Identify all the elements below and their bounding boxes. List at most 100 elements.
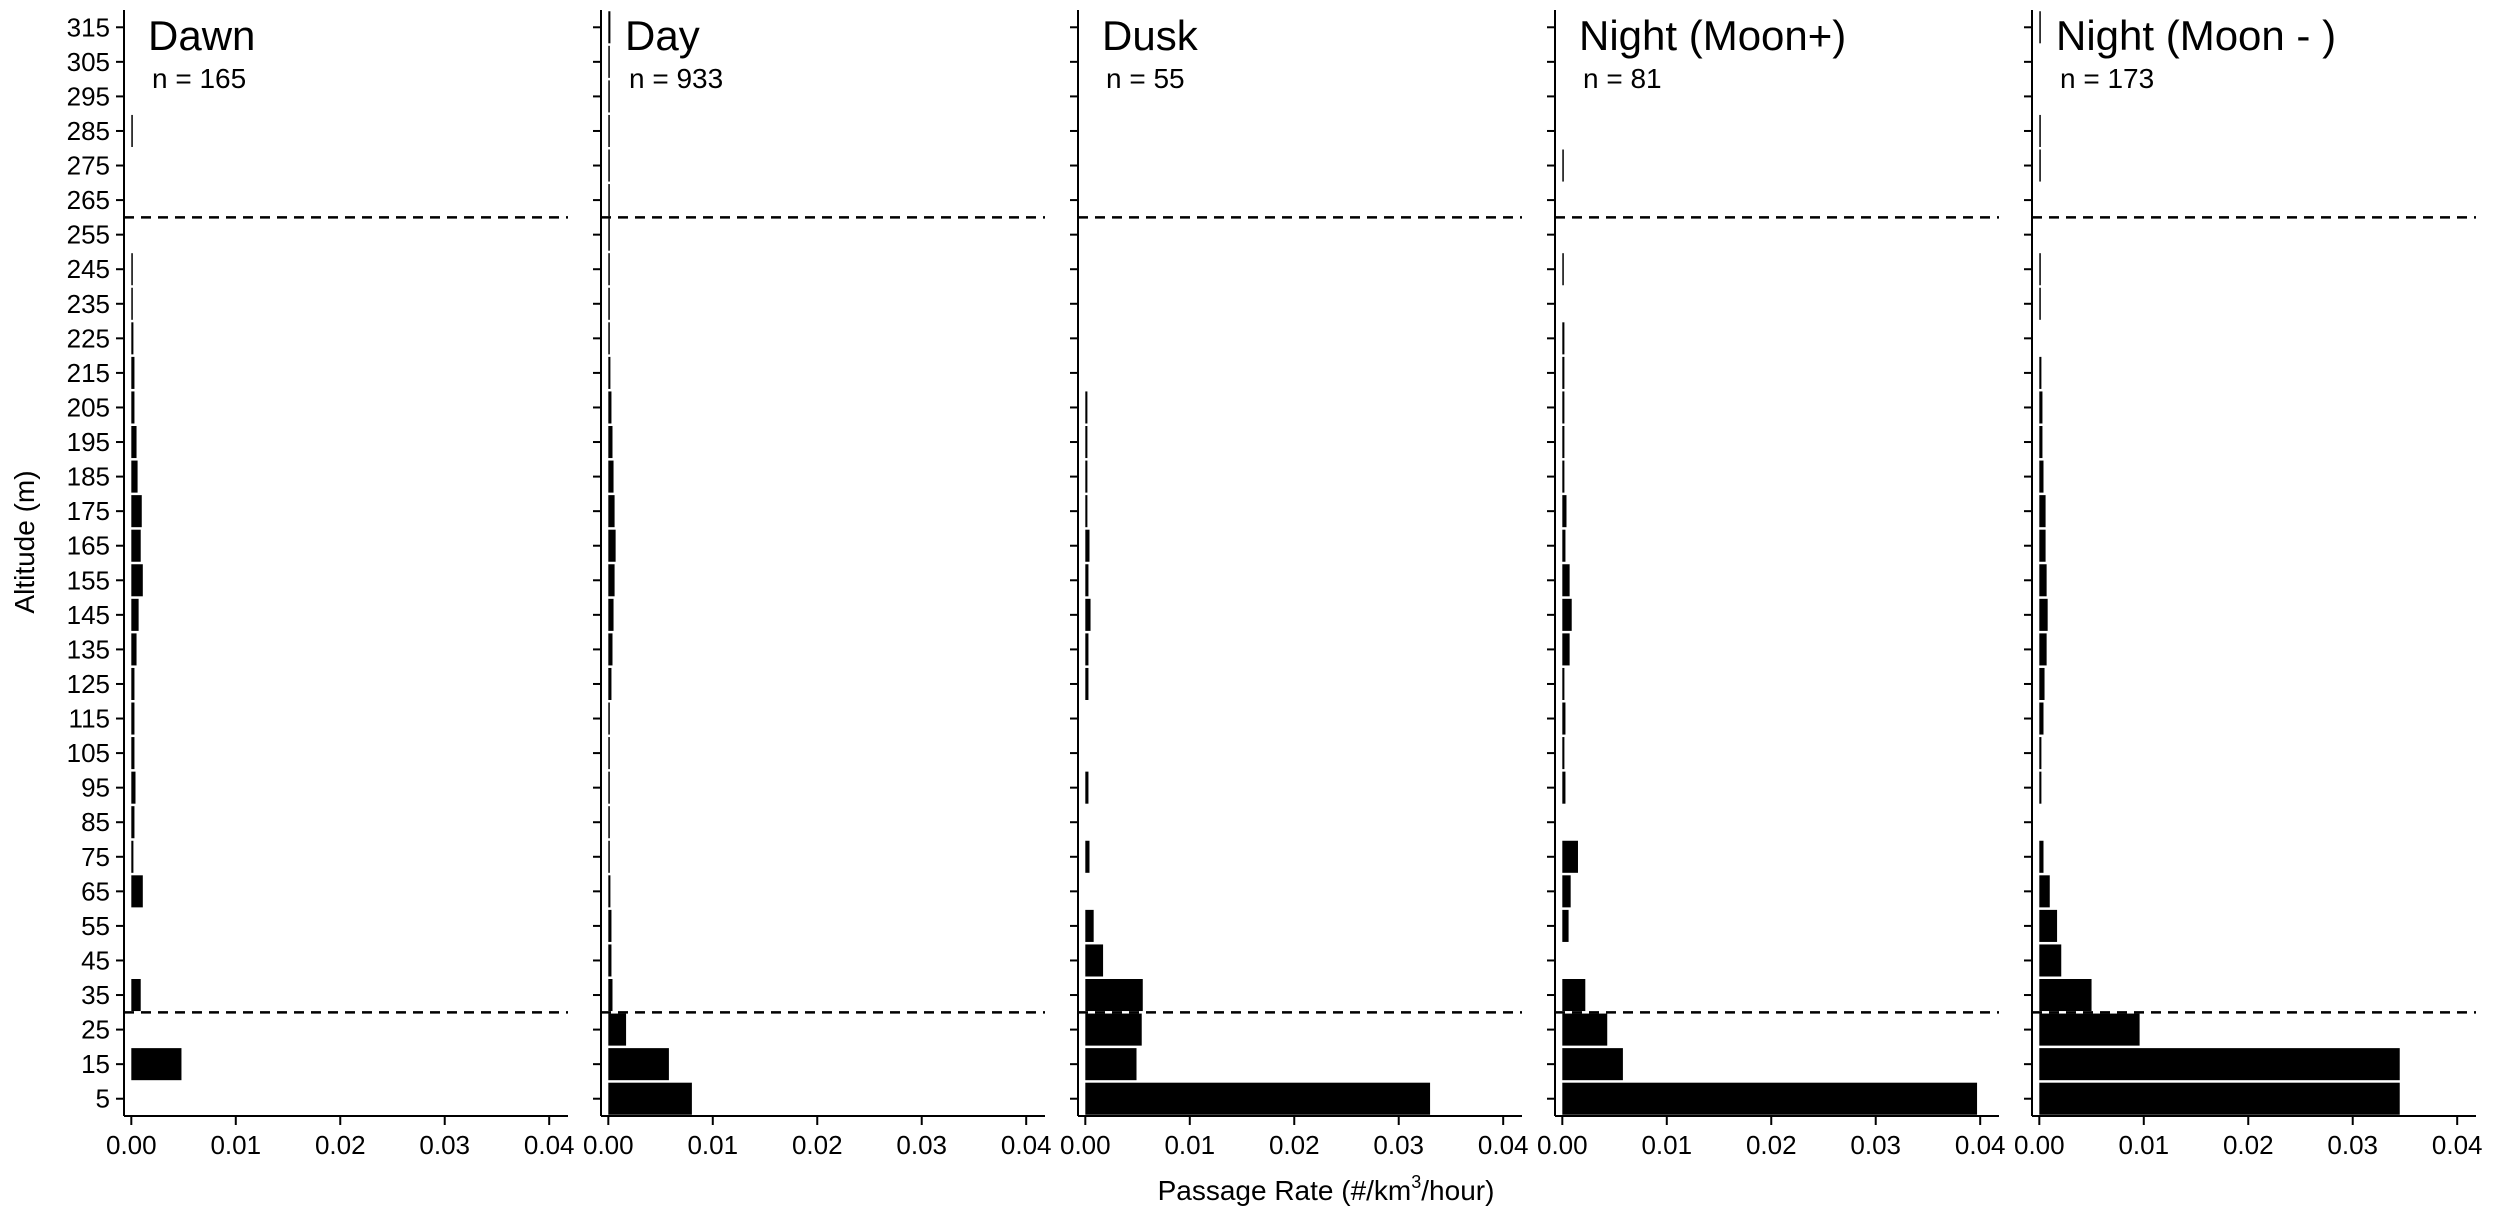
bar	[2039, 944, 2062, 977]
y-tick-label: 45	[81, 945, 110, 975]
bar	[2039, 737, 2042, 770]
y-tick-label: 115	[69, 704, 110, 734]
panel-title: Dusk	[1102, 12, 1199, 59]
y-tick-label: 35	[81, 980, 110, 1010]
bar	[1562, 495, 1567, 528]
x-tick-label: 0.00	[583, 1130, 634, 1160]
bar	[2039, 598, 2048, 631]
bar	[131, 322, 134, 355]
y-tick-label: 255	[67, 220, 110, 250]
bar	[608, 460, 614, 493]
bar	[608, 1048, 669, 1081]
bar	[1085, 598, 1091, 631]
x-tick-label: 0.01	[1641, 1130, 1692, 1160]
y-tick-label: 285	[67, 116, 110, 146]
bar	[2039, 840, 2044, 873]
panel-title: Day	[625, 12, 700, 59]
bar	[608, 149, 610, 182]
y-tick-label: 265	[67, 185, 110, 215]
x-tick-label: 0.04	[524, 1130, 575, 1160]
panel-n-label: n = 81	[1583, 63, 1662, 94]
y-tick-label: 135	[67, 634, 110, 664]
bar	[608, 45, 610, 78]
y-tick-label: 315	[67, 12, 110, 42]
x-tick-label: 0.04	[1955, 1130, 2006, 1160]
bar	[2039, 875, 2050, 908]
x-tick-label: 0.01	[1164, 1130, 1215, 1160]
bar	[608, 218, 610, 251]
bar	[131, 806, 135, 839]
x-tick-label: 0.00	[1537, 1130, 1588, 1160]
x-axis-title: Passage Rate (#/km3/hour)	[1158, 1172, 1495, 1206]
bar	[131, 253, 133, 286]
panel-n-label: n = 165	[152, 63, 246, 94]
bar	[1085, 495, 1088, 528]
bar	[2039, 667, 2045, 700]
bar	[608, 426, 613, 459]
y-tick-label: 215	[67, 358, 110, 388]
x-tick-label: 0.02	[792, 1130, 843, 1160]
y-tick-label: 185	[67, 462, 110, 492]
bar	[2039, 633, 2047, 666]
bar	[1085, 460, 1088, 493]
panel-n-label: n = 55	[1106, 63, 1185, 94]
panel-5: 0.00 0.01 0.02 0.03 0.04 Night (Moon - ) n = 1…	[2014, 10, 2483, 1160]
bar	[2039, 391, 2043, 424]
bar	[608, 1082, 692, 1115]
bar	[1085, 1082, 1431, 1115]
y-tick-label: 225	[67, 323, 110, 353]
bar	[2039, 460, 2044, 493]
bar	[1085, 840, 1090, 873]
bar	[1562, 875, 1571, 908]
bar	[608, 737, 610, 770]
y-tick-label: 55	[81, 911, 110, 941]
y-tick-label: 145	[67, 600, 110, 630]
bar	[1562, 149, 1564, 182]
bar	[2039, 149, 2041, 182]
bar	[2039, 495, 2046, 528]
bar	[608, 11, 611, 44]
panel-title: Night (Moon - )	[2056, 12, 2336, 59]
bar	[2039, 1082, 2400, 1115]
y-tick-label: 275	[67, 151, 110, 181]
bar	[2039, 114, 2041, 147]
x-tick-label: 0.04	[1001, 1130, 1052, 1160]
bar	[131, 598, 139, 631]
y-tick-label: 95	[81, 773, 110, 803]
bar	[1085, 1013, 1142, 1046]
bar	[131, 702, 135, 735]
bar	[608, 356, 611, 389]
bar	[1085, 1048, 1137, 1081]
bar	[2039, 771, 2042, 804]
bar	[1085, 391, 1088, 424]
bar	[131, 564, 143, 597]
bar	[608, 184, 610, 217]
bar	[1562, 909, 1569, 942]
bar	[2039, 426, 2043, 459]
bar	[2039, 287, 2041, 320]
bar	[1562, 1048, 1623, 1081]
bar	[2039, 529, 2046, 562]
y-axis-title: Altitude (m)	[9, 470, 40, 613]
bar	[608, 495, 615, 528]
bar	[131, 737, 135, 770]
bar	[1085, 979, 1143, 1012]
x-tick-label: 0.02	[1269, 1130, 1320, 1160]
bar	[1085, 529, 1090, 562]
bar	[1562, 564, 1570, 597]
x-tick-label: 0.01	[2118, 1130, 2169, 1160]
panel-title: Dawn	[148, 12, 255, 59]
bar	[2039, 1048, 2400, 1081]
y-tick-label: 305	[67, 47, 110, 77]
bar	[2039, 564, 2047, 597]
y-tick-label: 105	[67, 738, 110, 768]
y-tick-label: 155	[67, 565, 110, 595]
panel-1: 0.00 0.01 0.02 0.03 0.04 Dawn n = 165	[106, 10, 575, 1160]
bar	[1562, 1013, 1608, 1046]
bar	[131, 287, 133, 320]
bar	[2039, 702, 2044, 735]
panel-2: 0.00 0.01 0.02 0.03 0.04 Day n = 933	[583, 10, 1052, 1160]
bar	[608, 391, 612, 424]
x-tick-label: 0.00	[1060, 1130, 1111, 1160]
